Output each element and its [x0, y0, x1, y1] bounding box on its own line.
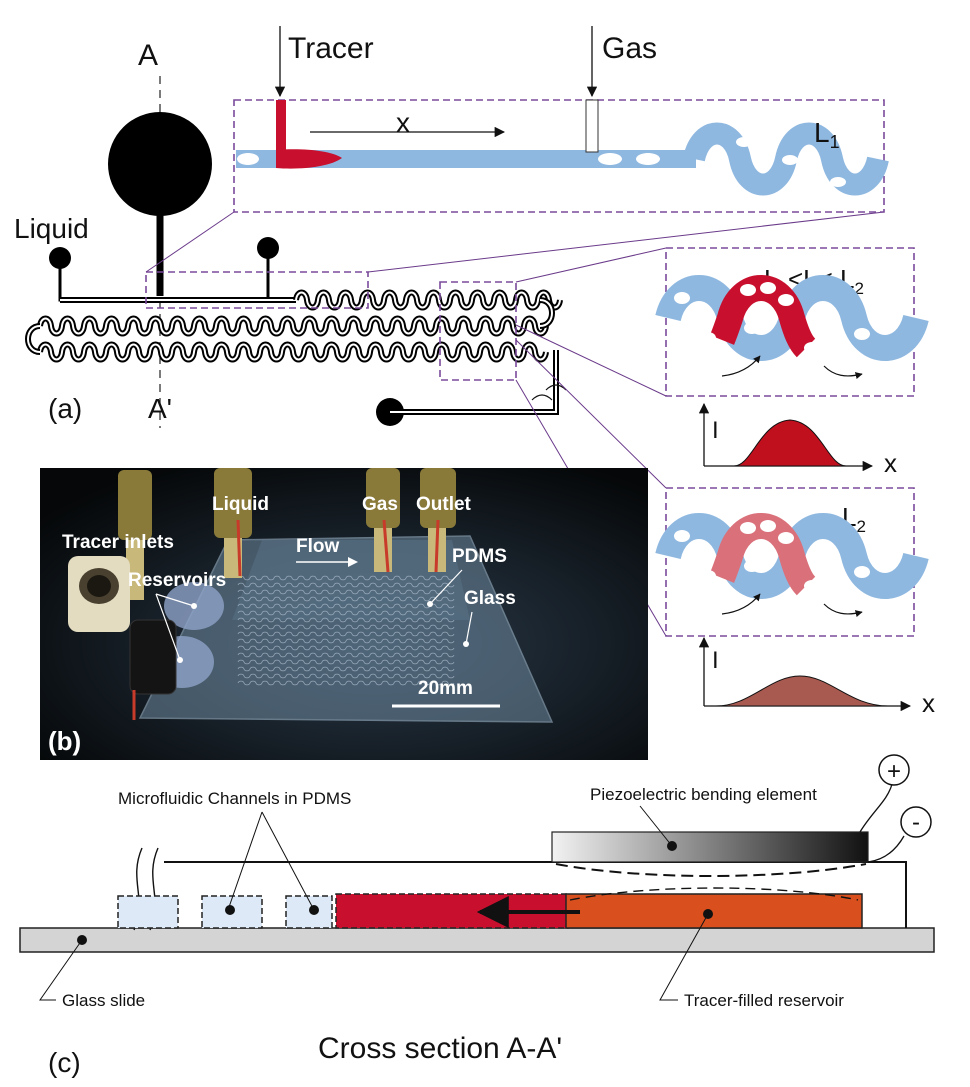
- gas-bubble: [674, 530, 690, 542]
- gas-bubble: [636, 153, 660, 165]
- gas-bubble: [804, 580, 820, 592]
- wavy-channel-middle: [655, 275, 929, 380]
- photo-tracer-inlets-label: Tracer inlets: [62, 532, 174, 553]
- flow-arrow-curved: [823, 603, 863, 618]
- gas-bubble: [778, 532, 794, 544]
- pdms-outline: [164, 861, 907, 928]
- panel-a: A A' Liquid (a): [14, 26, 935, 718]
- piezo-element: [551, 831, 869, 863]
- gas-bubble: [828, 586, 844, 598]
- svg-text:+: +: [887, 758, 901, 785]
- gas-bubble: [598, 153, 622, 165]
- photo-flow-label: Flow: [296, 536, 339, 557]
- gas-bubble: [830, 177, 846, 187]
- photo-scale-label: 20mm: [418, 678, 473, 699]
- gas-bubble: [850, 147, 866, 157]
- tracer-label: Tracer: [288, 32, 374, 65]
- plot1-x-label: x: [884, 448, 897, 478]
- channel-box-1: [117, 895, 179, 929]
- liquid-channel: [58, 258, 160, 302]
- gas-bubble: [778, 294, 794, 306]
- gas-bubble: [870, 536, 886, 548]
- piezo-deflection: [555, 863, 867, 877]
- section-label-top: A: [138, 39, 158, 72]
- minus-terminal: [900, 806, 932, 838]
- wavy-channel-bottom: [655, 513, 929, 618]
- plus-terminal: [878, 754, 910, 786]
- gas-bubble: [854, 566, 870, 578]
- photo-liquid-label: Liquid: [212, 494, 269, 515]
- tracer-reservoir: [565, 893, 863, 929]
- plot2-peak: [715, 675, 889, 707]
- flow-arrow-curved: [721, 355, 761, 377]
- tracer-inlet-channel: [276, 100, 286, 156]
- gas-bubble: [782, 155, 798, 165]
- liquid-stream: [236, 150, 696, 168]
- section-label-bottom: A': [148, 393, 172, 424]
- reservoir-label: Tracer-filled reservoir: [684, 991, 844, 1010]
- gas-bubble: [886, 520, 902, 532]
- gas-bubbles-wavy: [708, 123, 880, 191]
- panel-a-label: (a): [48, 393, 82, 424]
- photo-outlet-label: Outlet: [416, 494, 472, 515]
- intensity-plot-1: I x: [698, 402, 897, 478]
- gas-bubble: [740, 284, 756, 296]
- gas-bubble: [708, 163, 724, 173]
- channels-label: Microfluidic Channels in PDMS: [118, 789, 351, 808]
- piezo-label: Piezoelectric bending element: [590, 785, 817, 804]
- gas-bubble: [870, 298, 886, 310]
- glass-slide-label: Glass slide: [62, 991, 145, 1010]
- gas-bubble: [804, 342, 820, 354]
- gas-bubble: [700, 332, 716, 344]
- gas-inlet-channel: [585, 99, 599, 153]
- gas-label: Gas: [602, 32, 657, 65]
- gas-bubble: [828, 348, 844, 360]
- gas-bubbles-straight: [237, 153, 660, 165]
- panel-b-label: (b): [48, 726, 81, 756]
- liquid-label: Liquid: [14, 213, 89, 244]
- photo-pdms-label: PDMS: [452, 546, 507, 567]
- gas-bubble: [744, 560, 760, 572]
- photo-reservoirs-label: Reservoirs: [128, 570, 226, 591]
- l1-label: L1: [814, 117, 840, 152]
- plot1-y-label: I: [712, 417, 719, 444]
- gas-bubble: [760, 282, 776, 294]
- cross-section-caption: Cross section A-A': [318, 1032, 562, 1065]
- zoom-box-serpentine: [439, 281, 517, 381]
- photo-gas-label: Gas: [362, 494, 398, 515]
- photo-glass-label: Glass: [464, 588, 516, 609]
- tracer-reservoir-circle: [108, 112, 212, 216]
- flow-arrow-curved: [721, 593, 761, 615]
- svg-text:-: -: [912, 809, 920, 836]
- photo-serpentine-texture: [237, 575, 455, 686]
- panel-b: Liquid Gas Outlet Tracer inlets Flow Res…: [40, 468, 648, 760]
- plot2-y-label: I: [712, 647, 719, 674]
- gas-bubble: [740, 522, 756, 534]
- panel-c: + - Microfluidic Channels in PDMS Piezoe…: [19, 754, 935, 1078]
- zoom-box-inlet: [145, 271, 369, 309]
- zoom-panel-top: [233, 99, 885, 213]
- photo-connectors: [68, 468, 456, 720]
- gas-bubble: [864, 123, 880, 133]
- panel-c-label: (c): [48, 1047, 81, 1078]
- gas-bubble: [760, 131, 776, 141]
- intensity-plot-2: I x: [698, 636, 935, 718]
- gas-bubble: [736, 137, 752, 147]
- gas-bubble: [854, 328, 870, 340]
- plot1-peak: [733, 419, 847, 467]
- flow-arrow-curved: [823, 365, 863, 380]
- gas-bubble: [700, 570, 716, 582]
- gas-bubble: [760, 520, 776, 532]
- gas-bubble: [744, 322, 760, 334]
- gas-bubble: [886, 282, 902, 294]
- gas-bubble: [804, 181, 820, 191]
- tracer-plug: [276, 149, 342, 169]
- gas-bubble: [237, 153, 259, 165]
- gas-bubble: [674, 292, 690, 304]
- x-label: x: [396, 107, 410, 138]
- break-mark: [531, 384, 567, 401]
- plot2-x-label: x: [922, 688, 935, 718]
- glass-slide: [19, 927, 935, 953]
